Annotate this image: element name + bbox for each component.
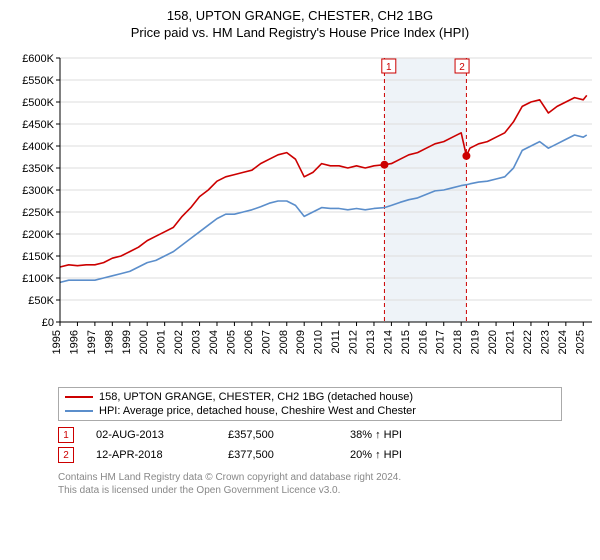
svg-text:2006: 2006 [243, 330, 255, 354]
svg-text:£250K: £250K [22, 207, 54, 219]
svg-text:£150K: £150K [22, 251, 54, 263]
legend-row: HPI: Average price, detached house, Ches… [65, 404, 555, 418]
svg-text:2019: 2019 [470, 330, 482, 354]
svg-text:2014: 2014 [382, 330, 394, 354]
svg-text:2002: 2002 [173, 330, 185, 354]
svg-text:£500K: £500K [22, 97, 54, 109]
svg-text:£350K: £350K [22, 163, 54, 175]
legend-label: HPI: Average price, detached house, Ches… [99, 405, 416, 417]
svg-text:2020: 2020 [487, 330, 499, 354]
svg-text:£300K: £300K [22, 185, 54, 197]
svg-text:£600K: £600K [22, 53, 54, 65]
svg-text:2005: 2005 [225, 330, 237, 354]
transaction-row: 1 02-AUG-2013 £357,500 38% ↑ HPI [58, 425, 590, 445]
transaction-delta: 20% ↑ HPI [350, 449, 402, 461]
transaction-price: £357,500 [228, 429, 328, 441]
svg-text:1999: 1999 [121, 330, 133, 354]
chart-area: 1 2 £0 £50K £100K £150K £200K £250K £300K £350K £4… [10, 46, 590, 381]
svg-text:2012: 2012 [348, 330, 360, 354]
svg-text:2022: 2022 [522, 330, 534, 354]
chart-subtitle: Price paid vs. HM Land Registry's House … [10, 25, 590, 40]
svg-text:2025: 2025 [574, 330, 586, 354]
svg-text:2017: 2017 [435, 330, 447, 354]
svg-text:2003: 2003 [191, 330, 203, 354]
transaction-date: 02-AUG-2013 [96, 429, 206, 441]
svg-text:2011: 2011 [330, 330, 342, 354]
svg-text:2024: 2024 [557, 330, 569, 354]
chart-svg: 1 2 £0 £50K £100K £150K £200K £250K £300K £350K £4… [10, 46, 600, 376]
chart-title: 158, UPTON GRANGE, CHESTER, CH2 1BG [10, 8, 590, 23]
svg-text:1998: 1998 [103, 330, 115, 354]
svg-text:2021: 2021 [505, 330, 517, 354]
svg-text:1995: 1995 [51, 330, 63, 354]
svg-text:£200K: £200K [22, 229, 54, 241]
svg-text:£450K: £450K [22, 119, 54, 131]
legend-swatch [65, 396, 93, 398]
svg-text:2: 2 [459, 62, 465, 73]
transaction-row: 2 12-APR-2018 £377,500 20% ↑ HPI [58, 445, 590, 465]
svg-text:2001: 2001 [156, 330, 168, 354]
svg-text:2016: 2016 [417, 330, 429, 354]
legend: 158, UPTON GRANGE, CHESTER, CH2 1BG (det… [58, 387, 562, 421]
license-line-2: This data is licensed under the Open Gov… [58, 484, 590, 497]
svg-text:£400K: £400K [22, 141, 54, 153]
svg-text:2007: 2007 [260, 330, 272, 354]
svg-text:1: 1 [386, 62, 392, 73]
license-line-1: Contains HM Land Registry data © Crown c… [58, 471, 590, 484]
svg-text:2004: 2004 [208, 330, 220, 354]
svg-text:2018: 2018 [452, 330, 464, 354]
transaction-delta: 38% ↑ HPI [350, 429, 402, 441]
transaction-date: 12-APR-2018 [96, 449, 206, 461]
legend-row: 158, UPTON GRANGE, CHESTER, CH2 1BG (det… [65, 390, 555, 404]
legend-swatch [65, 410, 93, 412]
svg-text:2023: 2023 [539, 330, 551, 354]
svg-text:2013: 2013 [365, 330, 377, 354]
svg-text:2009: 2009 [295, 330, 307, 354]
svg-text:1996: 1996 [68, 330, 80, 354]
svg-text:2010: 2010 [313, 330, 325, 354]
svg-text:2000: 2000 [138, 330, 150, 354]
svg-text:£550K: £550K [22, 75, 54, 87]
transaction-price: £377,500 [228, 449, 328, 461]
svg-text:2008: 2008 [278, 330, 290, 354]
svg-text:£50K: £50K [28, 295, 54, 307]
svg-text:£100K: £100K [22, 273, 54, 285]
svg-text:£0: £0 [42, 317, 54, 329]
transaction-table: 1 02-AUG-2013 £357,500 38% ↑ HPI 2 12-APR-201… [58, 425, 590, 465]
transaction-marker: 2 [58, 447, 74, 463]
legend-label: 158, UPTON GRANGE, CHESTER, CH2 1BG (det… [99, 391, 413, 403]
license-text: Contains HM Land Registry data © Crown c… [58, 471, 590, 497]
svg-text:1997: 1997 [86, 330, 98, 354]
transaction-marker: 1 [58, 427, 74, 443]
svg-text:2015: 2015 [400, 330, 412, 354]
